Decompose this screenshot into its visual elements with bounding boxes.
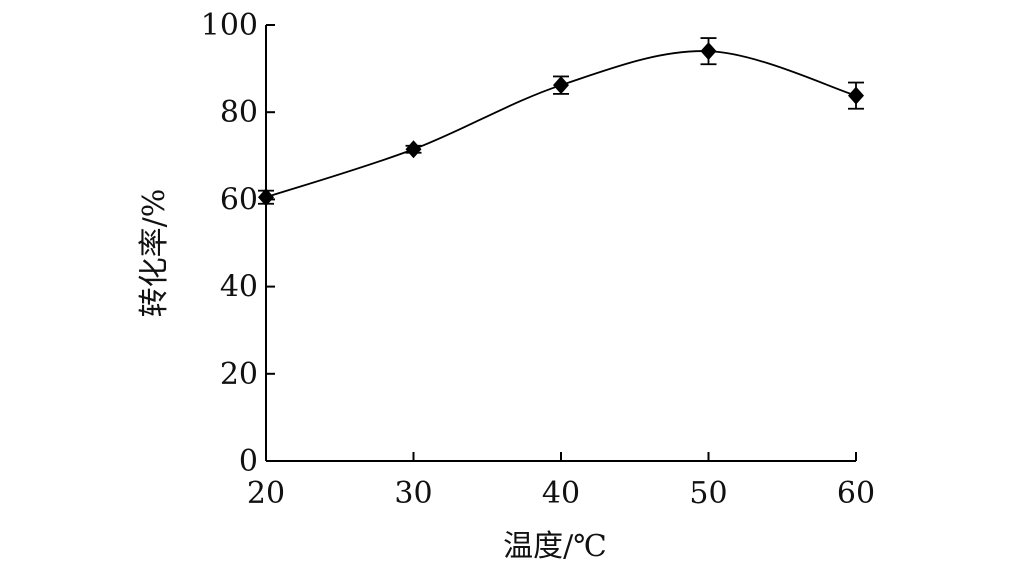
y-ticks: 0 20 40 60 80 100 — [201, 8, 275, 479]
x-axis-label: 温度/℃ — [503, 529, 607, 564]
x-tick-label-30: 30 — [394, 476, 432, 511]
y-tick-label-80: 80 — [220, 95, 258, 130]
x-tick-label-60: 60 — [837, 476, 875, 511]
y-axis-label: 转化率/% — [137, 189, 172, 318]
data-point-40 — [553, 76, 569, 95]
data-point-60 — [848, 86, 864, 105]
data-point-50 — [700, 42, 717, 61]
y-tick-label-20: 20 — [220, 357, 258, 392]
y-tick-label-100: 100 — [201, 8, 258, 43]
data-point-20 — [258, 188, 274, 207]
x-tick-label-50: 50 — [689, 476, 727, 511]
y-tick-label-0: 0 — [239, 444, 258, 479]
x-ticks: 20 30 40 50 60 — [247, 452, 875, 511]
y-tick-label-60: 60 — [220, 182, 258, 217]
data-point-30 — [405, 140, 422, 159]
x-tick-label-20: 20 — [247, 476, 285, 511]
series-0-line — [265, 50, 857, 199]
series — [258, 37, 864, 207]
x-tick-label-40: 40 — [542, 476, 580, 511]
y-tick-label-40: 40 — [220, 270, 258, 305]
